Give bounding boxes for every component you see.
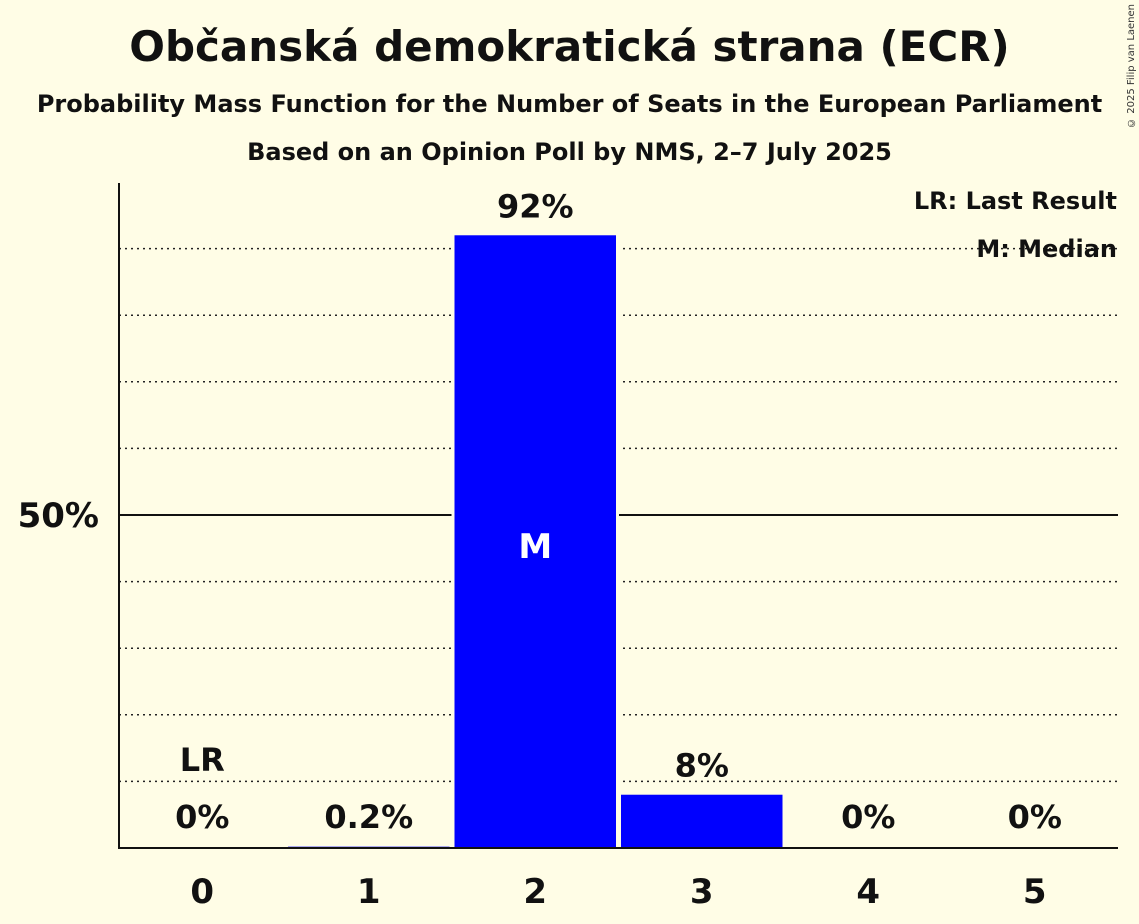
bar-value-label: 0%: [175, 798, 229, 836]
bar-value-label: 8%: [675, 747, 729, 785]
axes: 50%: [18, 183, 1118, 849]
x-tick-label: 2: [523, 872, 547, 912]
chart-source-line: Based on an Opinion Poll by NMS, 2–7 Jul…: [247, 138, 892, 166]
bar-value-label: 92%: [497, 187, 574, 225]
labels: 0% 0 LR 0.2% 1 92% 2 M 8% 3 0% 4 0% 5: [175, 187, 1062, 912]
x-tick-label: 5: [1023, 872, 1047, 912]
x-tick-label: 4: [856, 872, 880, 912]
x-tick-label: 3: [690, 872, 714, 912]
y-tick-label: 50%: [18, 496, 99, 536]
median-marker: M: [518, 527, 552, 567]
bar: [621, 794, 783, 848]
x-tick-label: 1: [357, 872, 381, 912]
chart-subtitle: Probability Mass Function for the Number…: [36, 90, 1103, 118]
bar-value-label: 0%: [1008, 798, 1062, 836]
last-result-marker: LR: [180, 741, 225, 779]
bar: [454, 235, 616, 848]
bars: [285, 232, 786, 848]
legend-last-result: LR: Last Result: [914, 187, 1117, 215]
x-tick-label: 0: [190, 872, 214, 912]
chart-title: Občanská demokratická strana (ECR): [129, 22, 1010, 71]
bar-value-label: 0%: [841, 798, 895, 836]
bar-halo: [285, 843, 453, 848]
legend-median: M: Median: [976, 235, 1117, 263]
bar-value-label: 0.2%: [324, 798, 413, 836]
